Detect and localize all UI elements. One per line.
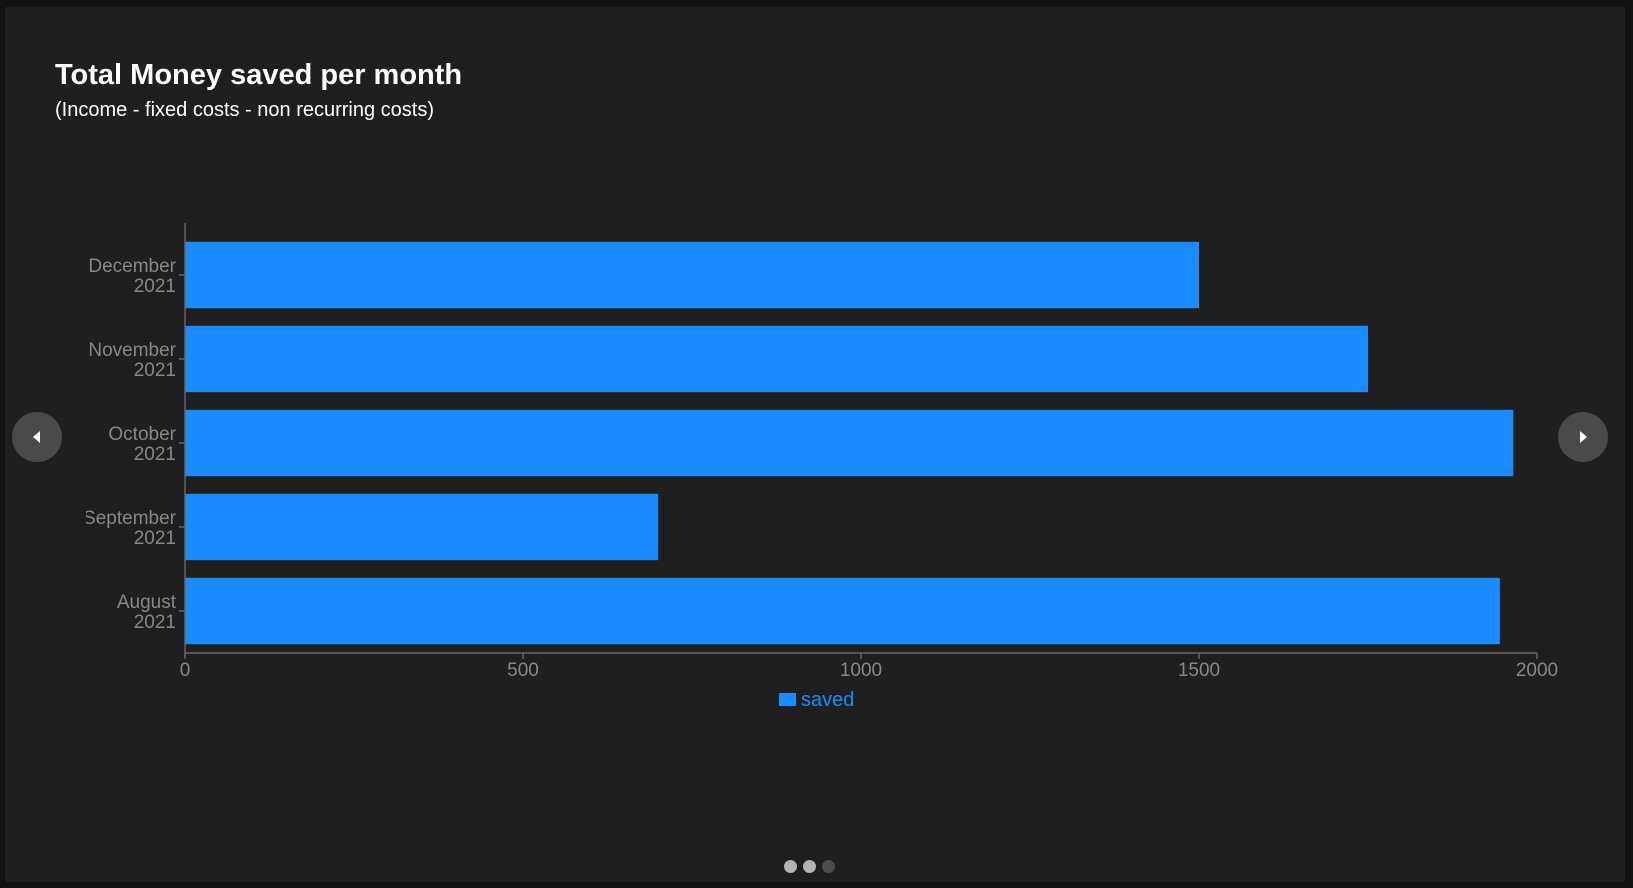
y-tick-label-line: 2021 (134, 528, 176, 549)
y-tick-label-line: 2021 (134, 276, 176, 297)
chevron-right-icon (1580, 431, 1587, 443)
y-tick-label: October 2021 (108, 424, 176, 465)
bar[interactable] (185, 325, 1368, 393)
y-tick-label-line: 2021 (134, 360, 176, 381)
pagination-dot[interactable] (822, 860, 835, 873)
axes-group (179, 223, 1538, 659)
pagination-dot[interactable] (784, 860, 797, 873)
chart-subtitle: (Income - fixed costs - non recurring co… (55, 99, 435, 121)
x-tick-label: 500 (507, 660, 539, 681)
chart-title: Total Money saved per month (55, 59, 463, 91)
bar[interactable] (185, 409, 1514, 477)
y-tick-label: August 2021 (117, 592, 177, 633)
y-tick-label-line: December (88, 256, 176, 277)
next-chart-button[interactable] (1558, 412, 1608, 462)
chevron-left-icon (33, 431, 40, 443)
x-tick-labels: 0 500 1000 1500 2000 (180, 660, 1558, 681)
bar[interactable] (185, 493, 659, 561)
legend-swatch (779, 693, 796, 706)
pagination-dots (784, 860, 835, 873)
x-tick-label: 1500 (1178, 660, 1220, 681)
y-tick-label: December 2021 (88, 256, 176, 297)
x-tick-label: 1000 (840, 660, 882, 681)
previous-chart-button[interactable] (12, 412, 62, 462)
y-tick-label-line: August (117, 592, 177, 613)
y-tick-label: September 2021 (83, 508, 177, 549)
bar[interactable] (185, 241, 1199, 309)
y-tick-label-line: October (108, 424, 176, 445)
y-tick-label-line: 2021 (134, 612, 176, 633)
y-tick-label-line: 2021 (134, 444, 176, 465)
y-tick-label-line: November (88, 340, 176, 361)
legend[interactable]: saved (779, 689, 854, 711)
legend-label: saved (801, 689, 854, 711)
y-tick-label-line: September (83, 508, 177, 529)
x-tick-label: 0 (180, 660, 191, 681)
x-tick-label: 2000 (1516, 660, 1558, 681)
y-tick-label: November 2021 (88, 340, 176, 381)
bars-group (185, 241, 1514, 645)
bar[interactable] (185, 577, 1500, 645)
pagination-dot[interactable] (803, 860, 816, 873)
